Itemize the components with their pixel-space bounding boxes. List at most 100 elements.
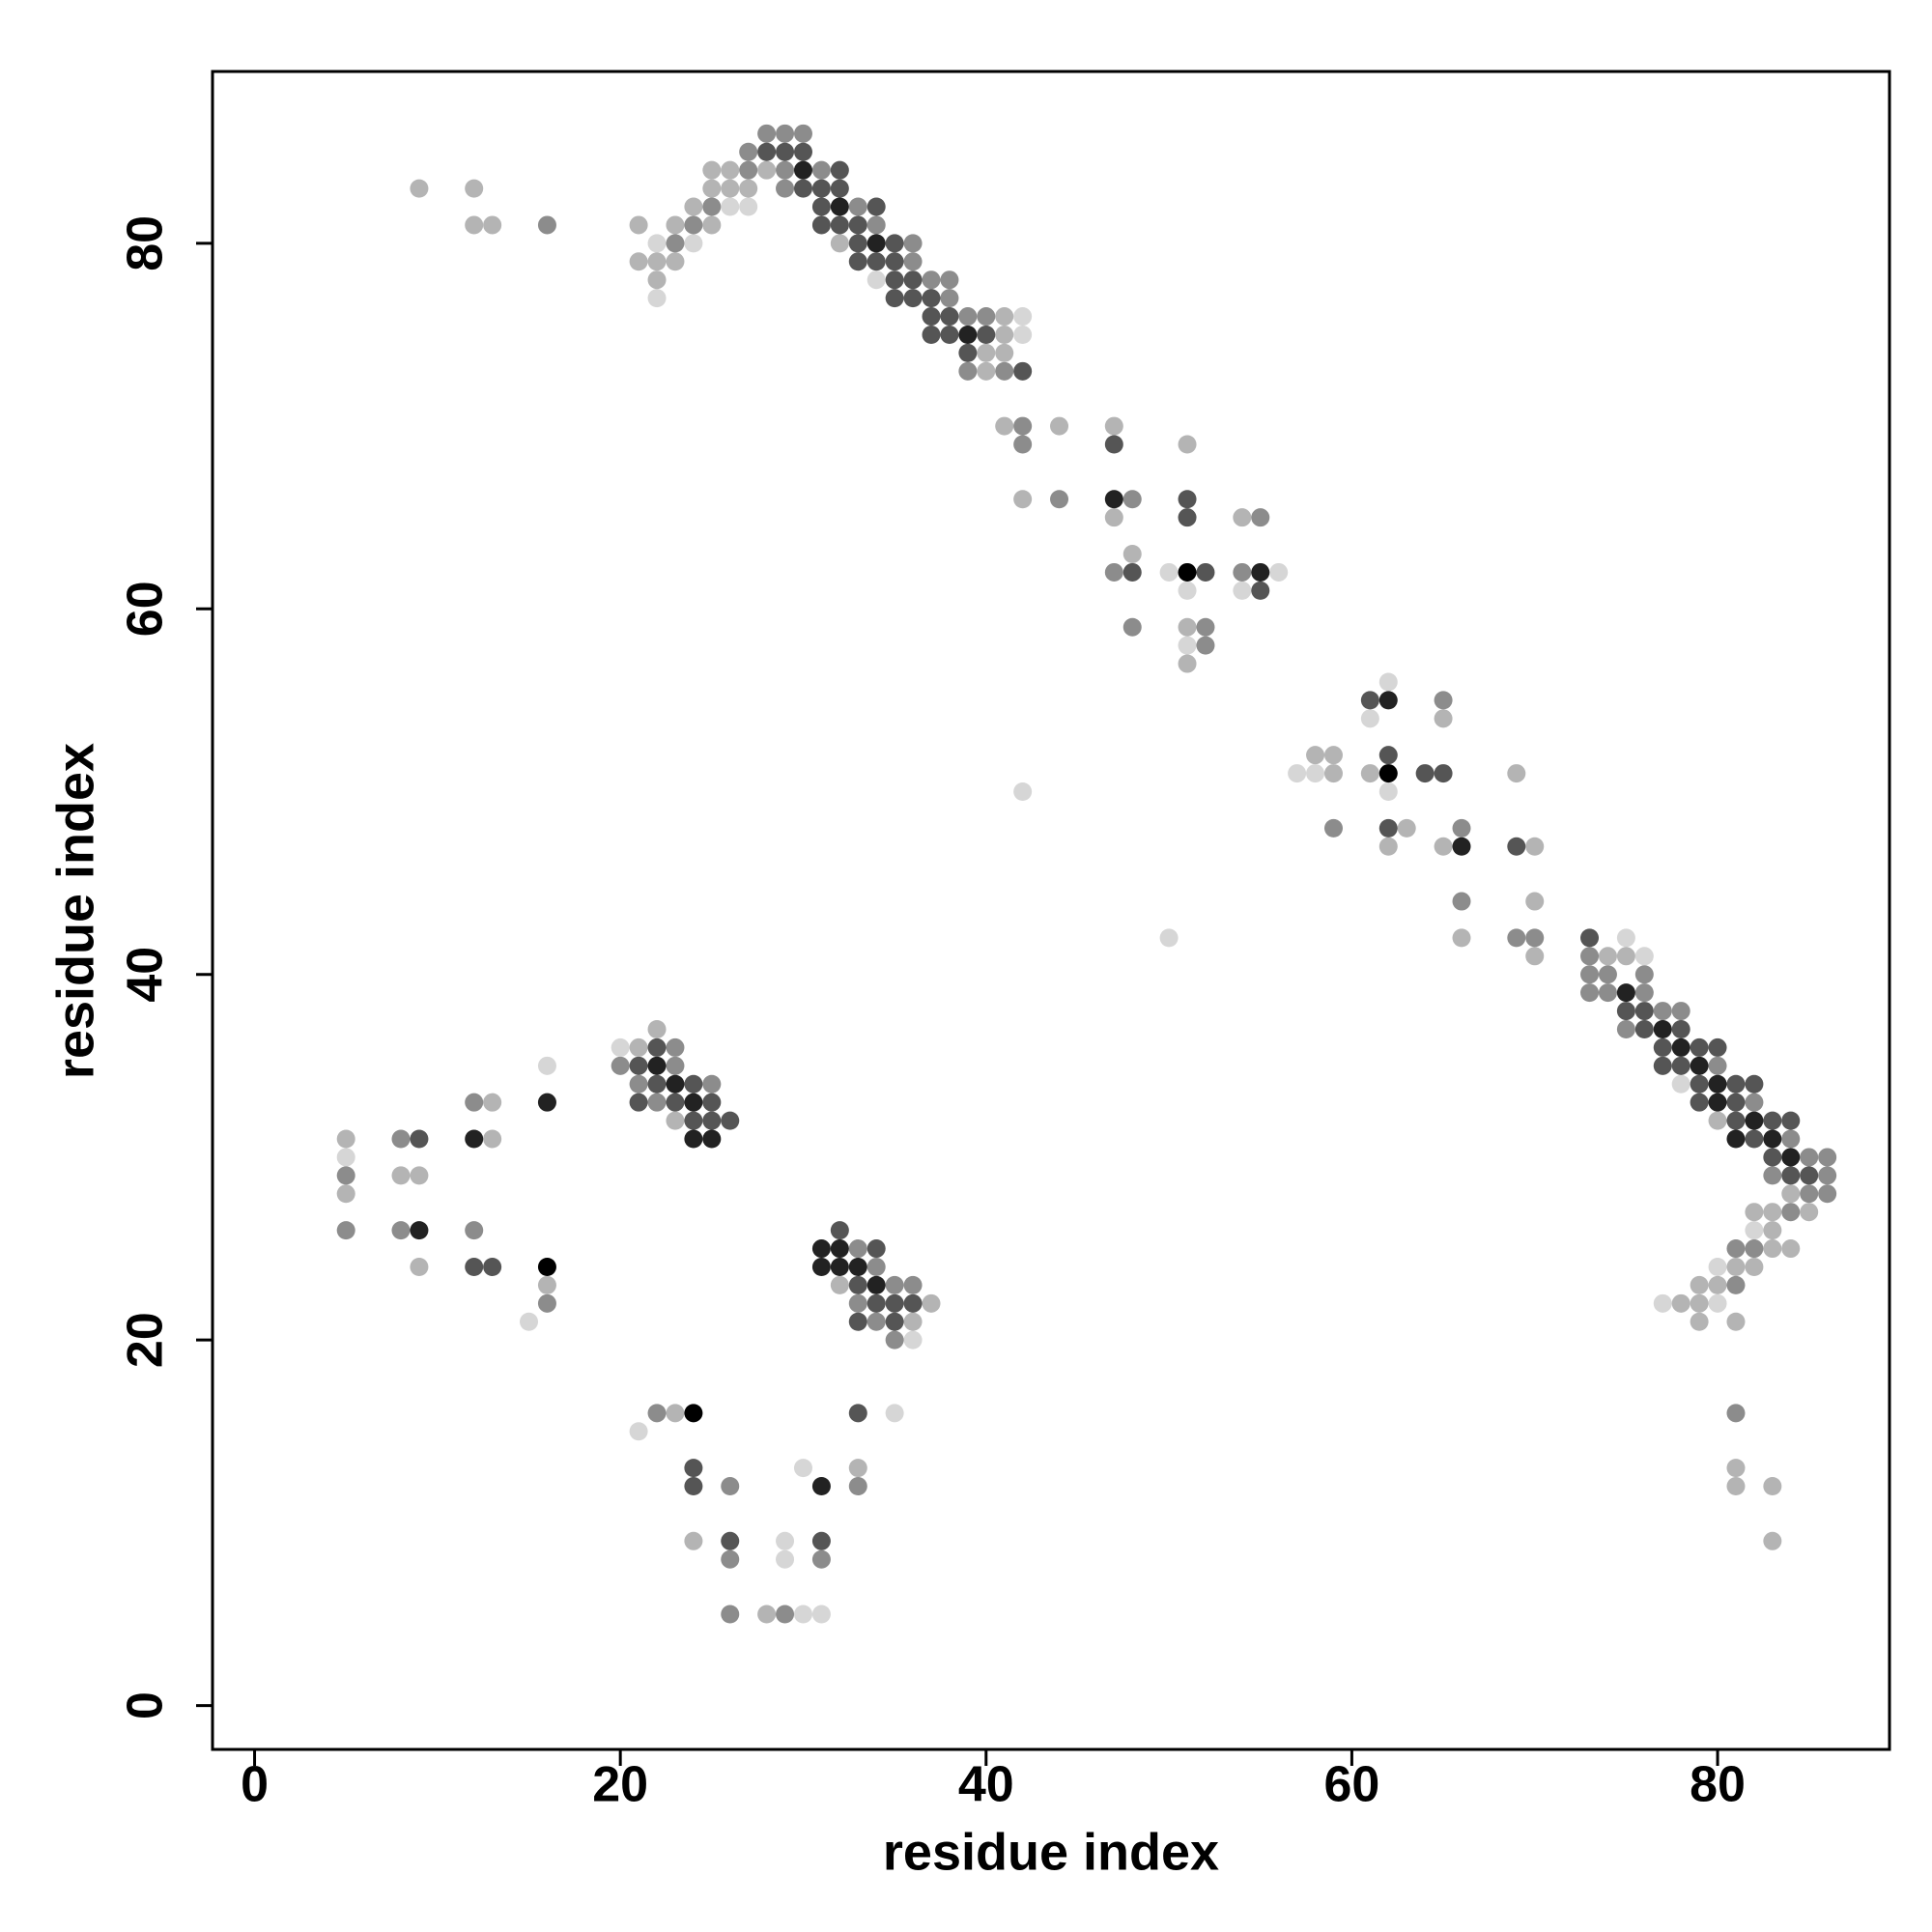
point [885, 1330, 904, 1350]
point [776, 1549, 795, 1569]
point [1781, 1129, 1801, 1149]
point [848, 1275, 867, 1294]
point [1452, 818, 1471, 838]
point [1818, 1166, 1837, 1185]
point [1781, 1166, 1801, 1185]
point [903, 234, 923, 253]
point [1288, 764, 1307, 783]
point [1671, 1002, 1690, 1021]
point [1434, 691, 1453, 710]
point [1745, 1093, 1764, 1112]
point [757, 142, 777, 161]
point [666, 215, 685, 235]
point [1452, 837, 1471, 856]
point [1653, 1019, 1672, 1038]
point [684, 1531, 703, 1550]
point [1178, 617, 1197, 637]
point [721, 1549, 740, 1569]
point [1616, 1002, 1635, 1021]
point [629, 1093, 648, 1112]
point [1745, 1074, 1764, 1094]
point [830, 1275, 849, 1294]
point [1196, 617, 1215, 637]
point [647, 1404, 667, 1423]
point [1726, 1275, 1746, 1294]
point [848, 1404, 867, 1423]
point [1196, 562, 1215, 582]
point [1104, 508, 1123, 527]
point [1104, 562, 1123, 582]
point [684, 197, 703, 216]
point [483, 1257, 502, 1276]
point [1763, 1239, 1782, 1259]
point [702, 1093, 722, 1112]
point [1196, 636, 1215, 655]
point [721, 1111, 740, 1130]
point [1763, 1111, 1782, 1130]
point [520, 1312, 539, 1331]
point [1708, 1293, 1727, 1313]
point [391, 1221, 411, 1240]
y-tick-label: 80 [118, 215, 174, 271]
point [885, 1404, 904, 1423]
point [848, 1459, 867, 1478]
point [702, 1129, 722, 1149]
point [537, 1056, 556, 1075]
point [811, 179, 831, 198]
point [1269, 562, 1289, 582]
point [811, 160, 831, 180]
point [629, 1037, 648, 1057]
point [537, 1257, 556, 1276]
point [1122, 545, 1142, 564]
point [1634, 965, 1654, 984]
point [1634, 947, 1654, 966]
point [1013, 435, 1033, 454]
point [391, 1129, 411, 1149]
point [793, 1605, 812, 1624]
point [1378, 746, 1398, 765]
point [885, 1312, 904, 1331]
point [465, 1221, 484, 1240]
point [1306, 746, 1325, 765]
point [721, 1531, 740, 1550]
point [1690, 1293, 1709, 1313]
point [647, 1037, 667, 1057]
point [1122, 490, 1142, 509]
point [666, 1404, 685, 1423]
point [1726, 1312, 1746, 1331]
point [537, 1293, 556, 1313]
point [629, 215, 648, 235]
point [1378, 672, 1398, 692]
point [830, 179, 849, 198]
point [391, 1166, 411, 1185]
point [1745, 1111, 1764, 1130]
point [336, 1148, 355, 1167]
point [1251, 562, 1270, 582]
point [1616, 983, 1635, 1003]
y-tick-label: 60 [118, 581, 174, 637]
point [977, 343, 996, 362]
point [811, 1239, 831, 1259]
point [776, 160, 795, 180]
point [1013, 416, 1033, 436]
point [647, 1056, 667, 1075]
point [1781, 1239, 1801, 1259]
point [867, 270, 886, 290]
point [1708, 1093, 1727, 1112]
point [537, 1275, 556, 1294]
point [776, 179, 795, 198]
point [1104, 416, 1123, 436]
point [1726, 1129, 1746, 1149]
point [1397, 818, 1416, 838]
point [867, 1275, 886, 1294]
x-tick-label: 20 [592, 1757, 648, 1813]
point [1653, 1037, 1672, 1057]
point [1598, 947, 1617, 966]
point [958, 361, 978, 381]
point [647, 1019, 667, 1038]
point [830, 1221, 849, 1240]
x-tick-label: 60 [1323, 1757, 1379, 1813]
point [666, 1111, 685, 1130]
point [885, 270, 904, 290]
point [1726, 1239, 1746, 1259]
